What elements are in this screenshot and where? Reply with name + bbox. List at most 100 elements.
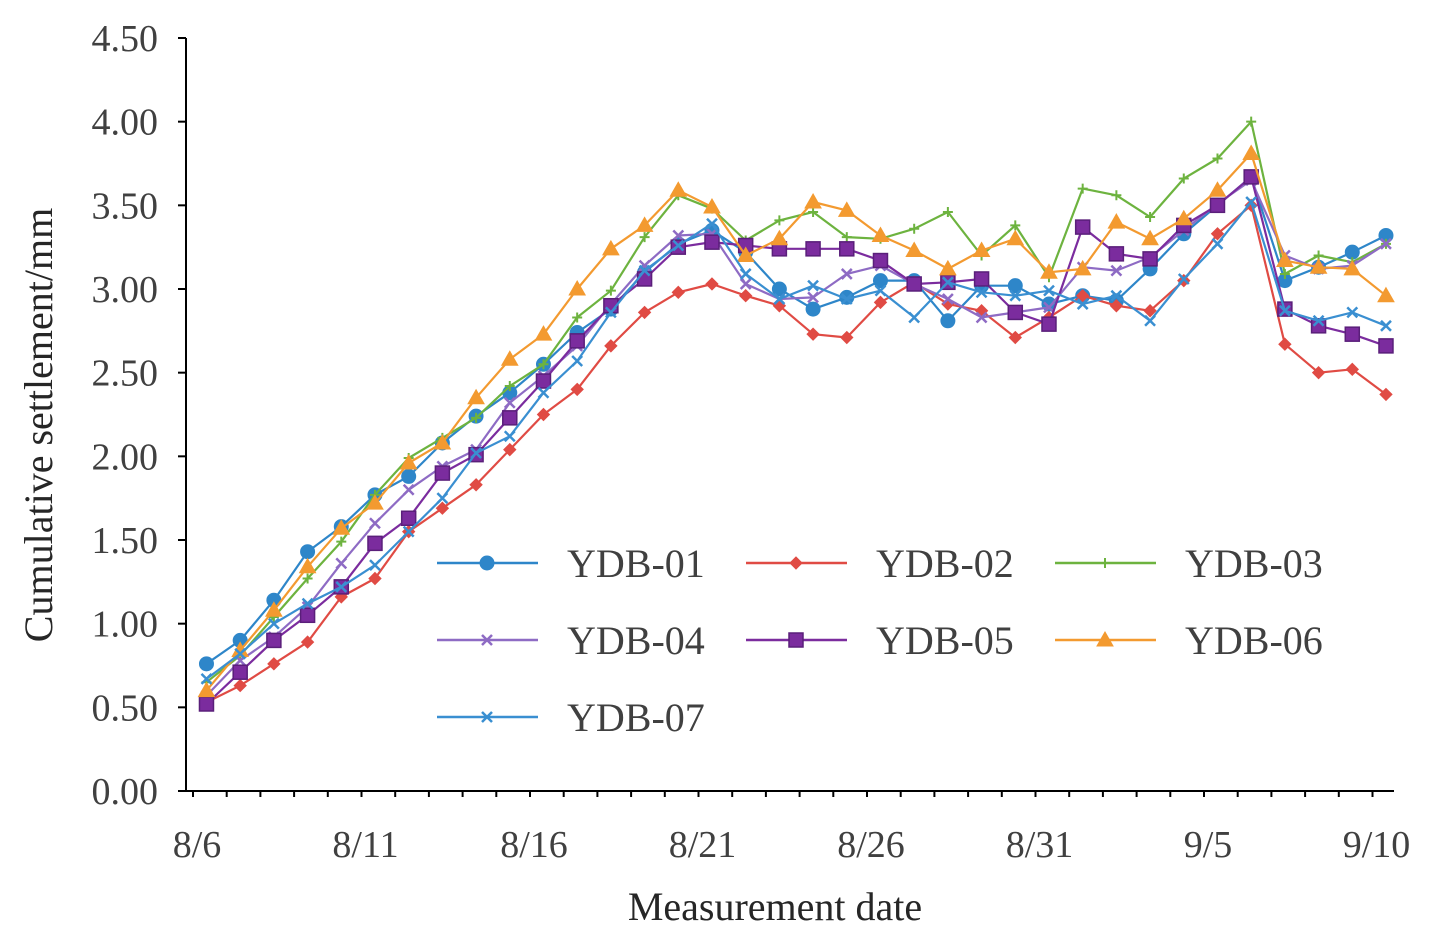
data-point [1312,314,1325,327]
x-tick-label: 8/26 [837,824,905,866]
legend-label: YDB-04 [567,618,705,663]
y-tick-label: 0.00 [92,771,159,813]
data-point [973,271,990,287]
data-point [535,373,552,389]
data-point [467,388,485,405]
data-point [1041,316,1057,332]
data-point [635,216,654,232]
data-point [906,276,922,292]
data-point [774,215,785,226]
data-point [301,597,314,610]
data-point [435,501,450,515]
data-point [736,246,755,263]
legend-item-ydb-06: YDB-06 [1055,618,1323,663]
data-point [1145,212,1156,223]
data-point [1343,259,1362,276]
data-point [739,278,752,290]
data-point [807,291,819,304]
data-point [1346,306,1359,319]
data-point [366,494,384,510]
legend-item-ydb-07: YDB-07 [437,695,705,740]
data-point [738,288,753,303]
data-point [298,557,317,574]
legend-marker [481,634,493,646]
data-point [433,433,452,450]
data-point [1379,387,1393,402]
x-tick-label: 8/11 [332,824,398,866]
data-point [1246,116,1257,127]
data-point [837,201,856,217]
data-point [500,350,519,366]
data-point [1141,229,1159,246]
data-point [233,678,247,693]
data-point [1174,209,1193,226]
data-point [402,483,415,496]
data-point [266,632,282,649]
data-point [905,241,924,258]
data-point [638,264,651,277]
data-point [1108,246,1125,262]
data-point [839,241,855,257]
data-point [402,525,415,538]
data-point [1109,299,1124,313]
legend-label: YDB-02 [876,541,1014,586]
data-point [1177,273,1190,285]
data-point [1007,278,1023,294]
data-point [872,273,888,289]
data-point [671,285,685,300]
legend-item-ydb-02: YDB-02 [746,541,1014,586]
legend-item-ydb-05: YDB-05 [746,618,1014,663]
data-point [332,519,351,535]
data-point [975,286,988,299]
data-point [739,268,752,280]
data-point [1278,304,1291,317]
data-point [267,657,281,671]
data-point [602,239,620,256]
data-point [571,355,584,367]
data-point [604,339,618,353]
data-point [265,601,283,617]
data-point [705,277,719,291]
data-point [1309,258,1328,274]
legend-label: YDB-01 [567,541,705,586]
legend-marker [788,632,804,648]
legend-item-ydb-01: YDB-01 [437,541,705,586]
legend-marker [1096,630,1114,647]
data-point [771,281,787,297]
x-tick-label: 8/16 [500,824,568,866]
legend-marker [481,711,493,723]
data-point [1178,173,1189,184]
data-point [770,229,789,246]
series-ydb-07 [200,196,1392,685]
data-point [1110,264,1123,277]
data-point [234,647,247,660]
data-point [1110,289,1123,302]
data-point [908,311,921,324]
data-point [436,492,449,505]
data-point [1345,362,1359,377]
data-point [840,268,853,280]
data-point [503,430,516,443]
data-point [1073,259,1092,276]
data-point [570,382,584,397]
data-point [808,207,819,218]
data-point [706,217,718,230]
legend-item-ydb-04: YDB-04 [437,618,705,663]
data-point [1344,244,1360,260]
series-ydb-06 [197,144,1395,698]
legend-label: YDB-05 [876,618,1014,663]
data-point [1378,338,1394,354]
y-axis-title: Cumulative settlement/mm [16,208,61,642]
data-point [300,635,315,649]
data-point [537,386,550,399]
data-point [874,284,887,297]
x-tick-label: 8/31 [1006,824,1074,866]
data-point [538,359,549,370]
data-point [569,333,585,349]
series-line-ydb-01 [205,175,1387,665]
data-point [470,447,482,459]
data-point [1077,183,1088,194]
y-tick-label: 1.50 [92,520,159,562]
data-point [807,279,819,292]
data-point [400,510,417,526]
